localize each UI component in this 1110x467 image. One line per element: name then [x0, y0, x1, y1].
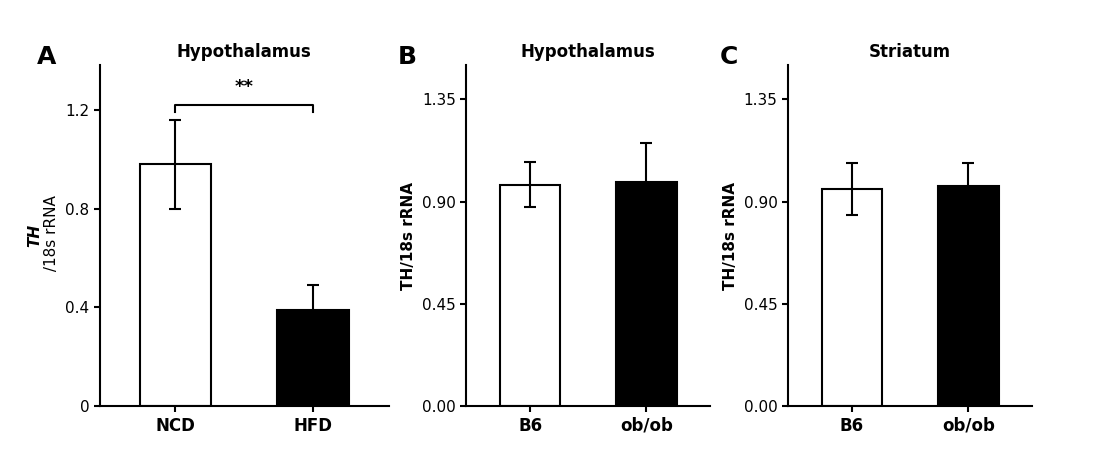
- Text: B: B: [397, 45, 417, 69]
- Bar: [278, 310, 349, 406]
- Text: C: C: [719, 45, 738, 69]
- Y-axis label: TH/18s rRNA: TH/18s rRNA: [724, 182, 738, 290]
- Text: /18s rRNA: /18s rRNA: [44, 195, 60, 276]
- Bar: [140, 164, 211, 406]
- Text: **: **: [234, 78, 254, 96]
- Bar: [821, 189, 882, 406]
- Bar: [616, 183, 677, 406]
- Text: A: A: [37, 45, 56, 69]
- Bar: [938, 186, 999, 406]
- Title: Hypothalamus: Hypothalamus: [176, 43, 312, 61]
- Text: TH: TH: [27, 224, 42, 248]
- Y-axis label: TH/18s rRNA: TH/18s rRNA: [402, 182, 416, 290]
- Bar: [500, 184, 561, 406]
- Title: Hypothalamus: Hypothalamus: [521, 43, 656, 61]
- Title: Striatum: Striatum: [869, 43, 951, 61]
